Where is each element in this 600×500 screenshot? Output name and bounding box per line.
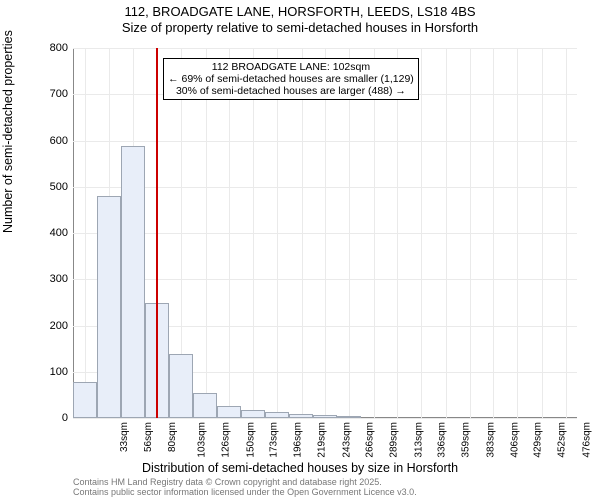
gridline-v	[302, 48, 303, 418]
histogram-bar	[265, 412, 289, 418]
y-axis-label: Number of semi-detached properties	[1, 30, 15, 233]
histogram-bar	[97, 196, 121, 418]
title-line-1: 112, BROADGATE LANE, HORSFORTH, LEEDS, L…	[0, 4, 600, 20]
y-tick-label: 100	[28, 366, 68, 378]
gridline-v	[421, 48, 422, 418]
gridline-v	[542, 48, 543, 418]
x-tick-label: 289sqm	[389, 422, 400, 458]
y-tick-label: 500	[28, 181, 68, 193]
gridline-v	[85, 48, 86, 418]
gridline-v	[446, 48, 447, 418]
histogram-bar	[121, 146, 145, 418]
x-tick-label: 196sqm	[293, 422, 304, 458]
footer-line-2: Contains public sector information licen…	[73, 488, 417, 498]
x-tick-label: 219sqm	[316, 422, 327, 458]
y-tick-label: 300	[28, 273, 68, 285]
histogram-bar	[313, 415, 337, 418]
x-tick-label: 336sqm	[437, 422, 448, 458]
x-tick-label: 429sqm	[533, 422, 544, 458]
x-tick-label: 33sqm	[119, 422, 130, 452]
x-tick-label: 383sqm	[486, 422, 497, 458]
chart-container: 112, BROADGATE LANE, HORSFORTH, LEEDS, L…	[0, 0, 600, 500]
x-tick-label: 313sqm	[413, 422, 424, 458]
footer-attribution: Contains HM Land Registry data © Crown c…	[73, 478, 417, 498]
title-line-2: Size of property relative to semi-detach…	[0, 20, 600, 36]
gridline-v	[374, 48, 375, 418]
plot-area: 112 BROADGATE LANE: 102sqm← 69% of semi-…	[73, 48, 577, 418]
histogram-bar	[289, 414, 313, 418]
gridline-v	[493, 48, 494, 418]
x-tick-label: 452sqm	[557, 422, 568, 458]
gridline-v	[470, 48, 471, 418]
y-tick-label: 400	[28, 227, 68, 239]
histogram-bar	[337, 416, 361, 418]
histogram-bar	[169, 354, 193, 418]
gridline-h	[73, 418, 577, 419]
gridline-v	[206, 48, 207, 418]
property-marker-line	[156, 48, 158, 418]
x-axis-label: Distribution of semi-detached houses by …	[0, 461, 600, 475]
x-tick-label: 406sqm	[509, 422, 520, 458]
x-tick-label: 56sqm	[143, 422, 154, 452]
histogram-bar	[217, 406, 241, 418]
gridline-v	[229, 48, 230, 418]
gridline-v	[397, 48, 398, 418]
histogram-bar	[193, 393, 217, 418]
annotation-box: 112 BROADGATE LANE: 102sqm← 69% of semi-…	[163, 58, 419, 100]
histogram-bar	[241, 410, 265, 418]
gridline-v	[253, 48, 254, 418]
x-tick-label: 266sqm	[365, 422, 376, 458]
y-tick-label: 700	[28, 88, 68, 100]
annotation-line-3: 30% of semi-detached houses are larger (…	[168, 85, 414, 97]
annotation-line-1: 112 BROADGATE LANE: 102sqm	[168, 61, 414, 73]
annotation-line-2: ← 69% of semi-detached houses are smalle…	[168, 73, 414, 85]
y-tick-label: 0	[28, 412, 68, 424]
gridline-v	[325, 48, 326, 418]
x-tick-label: 243sqm	[341, 422, 352, 458]
x-tick-label: 150sqm	[245, 422, 256, 458]
y-tick-label: 600	[28, 135, 68, 147]
y-tick-label: 200	[28, 320, 68, 332]
gridline-v	[277, 48, 278, 418]
histogram-bar	[73, 382, 97, 418]
gridline-v	[566, 48, 567, 418]
chart-title: 112, BROADGATE LANE, HORSFORTH, LEEDS, L…	[0, 4, 600, 35]
x-tick-label: 80sqm	[167, 422, 178, 452]
x-tick-label: 173sqm	[269, 422, 280, 458]
x-tick-label: 476sqm	[581, 422, 592, 458]
gridline-v	[517, 48, 518, 418]
gridline-v	[349, 48, 350, 418]
x-tick-label: 126sqm	[220, 422, 231, 458]
y-tick-label: 800	[28, 42, 68, 54]
x-tick-label: 359sqm	[461, 422, 472, 458]
x-tick-label: 103sqm	[197, 422, 208, 458]
